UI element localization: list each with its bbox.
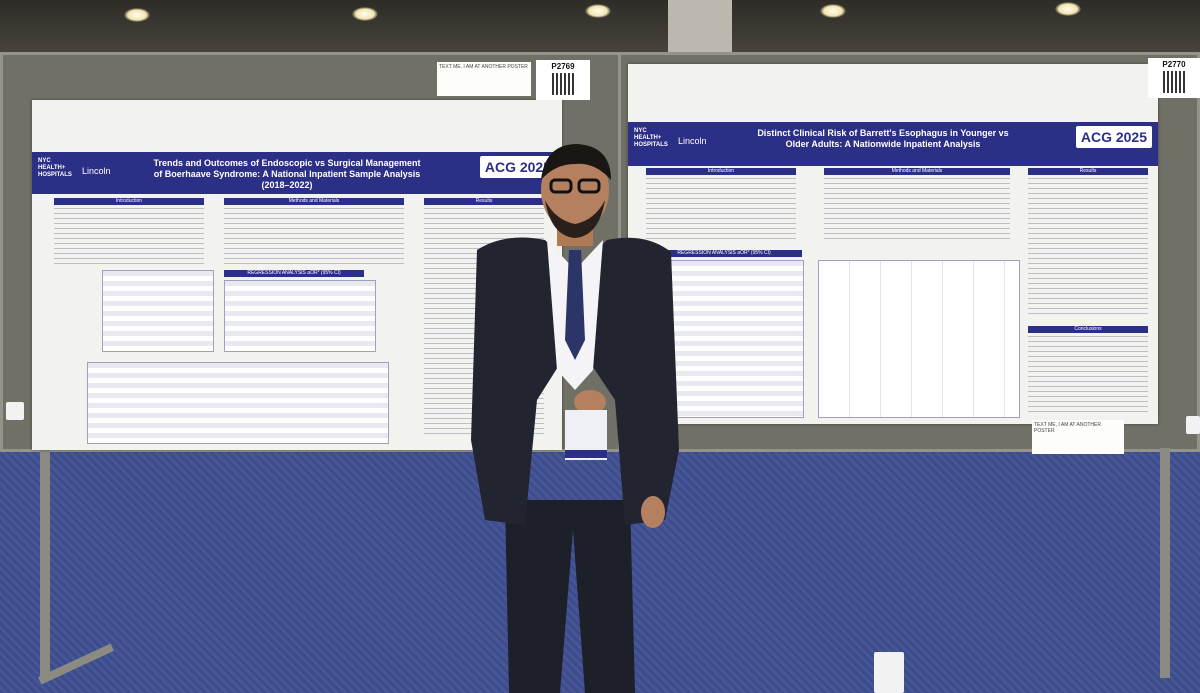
- right-poster: NYC HEALTH+ HOSPITALS Lincoln Distinct C…: [628, 64, 1158, 424]
- table-title: REGRESSION ANALYSIS aOR* (95% CI): [224, 270, 364, 277]
- section-header: Results: [424, 198, 544, 205]
- data-table: [102, 270, 214, 352]
- acg-logo: ACG 2025: [479, 156, 556, 178]
- ceiling-light: [1055, 2, 1081, 16]
- text-me-note: TEXT ME, I AM AT ANOTHER POSTER: [437, 62, 531, 96]
- section-header: Introduction: [54, 198, 204, 205]
- cup: [874, 652, 904, 693]
- cup: [6, 402, 24, 420]
- ceiling-light: [585, 4, 611, 18]
- ceiling-light: [124, 8, 150, 22]
- ceiling-light: [820, 4, 846, 18]
- qr-code: [552, 73, 574, 95]
- data-table: [87, 362, 389, 444]
- board-leg: [1160, 448, 1170, 678]
- cup: [1186, 416, 1200, 434]
- pillar: [668, 0, 732, 60]
- ceiling-light: [352, 7, 378, 21]
- body-text: [646, 178, 796, 240]
- section-header: Methods and Materials: [224, 198, 404, 205]
- poster-number: P2770: [1148, 58, 1200, 98]
- presenter-person: [471, 144, 679, 693]
- section-header: Introduction: [646, 168, 796, 175]
- table-title: REGRESSION ANALYSIS aOR* (95% CI): [646, 250, 802, 257]
- body-text: [54, 208, 204, 268]
- forest-plot: [818, 260, 1020, 418]
- org-logo: NYC HEALTH+ HOSPITALS: [38, 158, 72, 178]
- body-text: [1028, 336, 1148, 416]
- section-header: Conclusions: [1028, 326, 1148, 333]
- body-text: [824, 178, 1010, 240]
- org-logo: NYC HEALTH+ HOSPITALS: [634, 128, 668, 148]
- lincoln-logo: Lincoln: [678, 136, 707, 146]
- body-text: [224, 208, 404, 268]
- body-text: [1028, 178, 1148, 318]
- poster-number: P2769: [536, 60, 590, 100]
- board-leg: [40, 448, 50, 678]
- text-me-note: TEXT ME, I AM AT ANOTHER POSTER: [1032, 420, 1124, 454]
- poster-title: Distinct Clinical Risk of Barrett's Esop…: [757, 128, 1009, 149]
- section-header: Results: [1028, 168, 1148, 175]
- poster-header: NYC HEALTH+ HOSPITALS Lincoln Trends and…: [32, 152, 562, 194]
- lincoln-logo: Lincoln: [82, 166, 111, 176]
- poster-header: NYC HEALTH+ HOSPITALS Lincoln Distinct C…: [628, 122, 1158, 166]
- acg-logo: ACG 2025: [1075, 126, 1152, 148]
- qr-code: [1163, 71, 1185, 93]
- data-table: [224, 280, 376, 352]
- section-header: Methods and Materials: [824, 168, 1010, 175]
- poster-title: Trends and Outcomes of Endoscopic vs Sur…: [153, 158, 421, 190]
